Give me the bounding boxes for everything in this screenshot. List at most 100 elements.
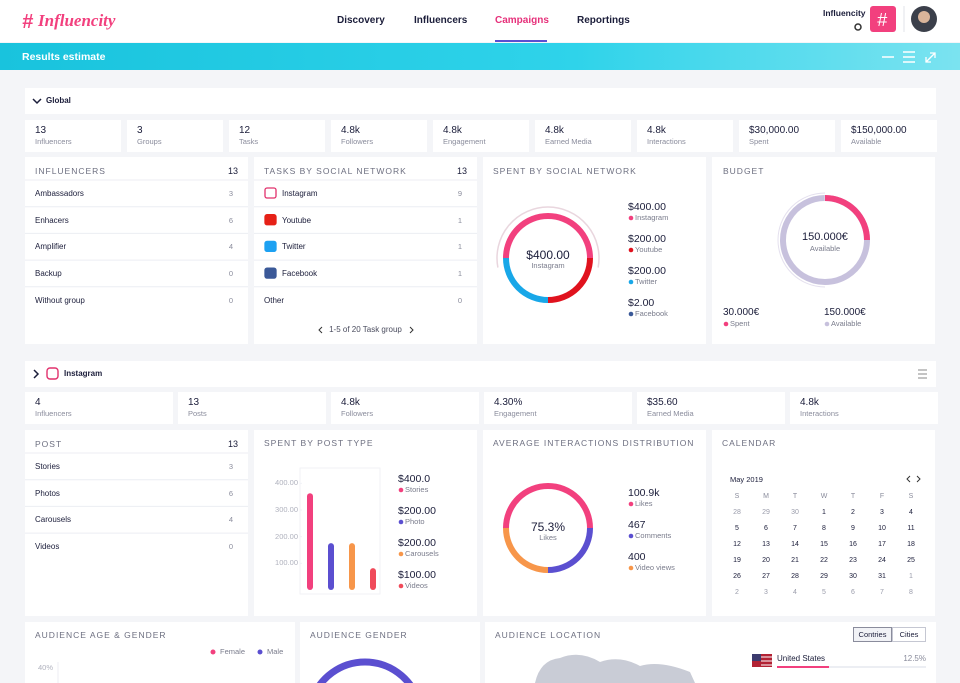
stat-label: Interactions: [800, 409, 839, 418]
tab-label[interactable]: Contries: [858, 630, 887, 639]
calendar-day[interactable]: 2: [735, 589, 739, 596]
row-value: 0: [228, 295, 233, 305]
stat-label: Followers: [341, 137, 374, 146]
calendar-day[interactable]: 2: [851, 509, 855, 516]
calendar-day[interactable]: 29: [762, 509, 770, 516]
stat-value: 12: [239, 125, 251, 136]
calendar-day[interactable]: 6: [764, 525, 768, 532]
calendar-day[interactable]: 20: [762, 557, 770, 564]
calendar-day[interactable]: 1: [909, 573, 913, 580]
calendar-day[interactable]: 8: [822, 525, 826, 532]
legend-value: 400: [628, 551, 646, 563]
donut-label: Instagram: [531, 261, 565, 270]
row-label: Facebook: [282, 269, 318, 279]
row-label: Enhacers: [35, 215, 69, 225]
stat-label: Groups: [137, 137, 162, 146]
calendar-day[interactable]: 13: [762, 541, 770, 548]
calendar-day[interactable]: 28: [791, 573, 799, 580]
panel-title: SPENT BY POST TYPE: [264, 438, 374, 448]
calendar-day[interactable]: 21: [791, 557, 799, 564]
calendar-day[interactable]: 4: [793, 589, 797, 596]
calendar-day[interactable]: 7: [880, 589, 884, 596]
row-label: Youtube: [282, 215, 312, 225]
row-value: 1: [457, 242, 462, 252]
stat-card: [25, 392, 173, 424]
calendar-day[interactable]: 14: [791, 541, 799, 548]
panel-title: INFLUENCERS: [35, 166, 106, 176]
calendar-day[interactable]: 28: [733, 509, 741, 516]
row-label: Stories: [35, 462, 60, 471]
country-name: United States: [777, 654, 826, 663]
stat-label: Earned Media: [647, 409, 694, 418]
stat-card: [331, 120, 427, 152]
nav-link[interactable]: Reportings: [577, 15, 630, 26]
stat-card: [433, 120, 529, 152]
pager[interactable]: 1-5 of 20 Task group: [329, 325, 402, 334]
row-label: Amplifier: [35, 242, 67, 252]
panel: [254, 430, 477, 616]
calendar-day[interactable]: 4: [909, 509, 913, 516]
calendar-day[interactable]: 29: [820, 573, 828, 580]
logo: Influencity: [38, 11, 116, 30]
calendar-day[interactable]: 27: [762, 573, 770, 580]
y-tick-label: 400.00: [275, 478, 298, 488]
calendar-day[interactable]: 26: [733, 573, 741, 580]
calendar-day[interactable]: 12: [733, 541, 741, 548]
stat-value: $35.60: [647, 397, 678, 408]
calendar-day[interactable]: 17: [878, 541, 886, 548]
y-tick-label: 100.00: [275, 558, 298, 568]
calendar-day[interactable]: 30: [849, 573, 857, 580]
row-value: 0: [457, 295, 462, 305]
row-label: Backup: [35, 269, 62, 279]
calendar-day[interactable]: 5: [735, 525, 739, 532]
row-value: 0: [228, 542, 233, 552]
calendar-day[interactable]: 30: [791, 509, 799, 516]
nav-link[interactable]: Campaigns: [495, 15, 549, 26]
weekday: W: [820, 493, 828, 500]
panel: [25, 157, 248, 344]
calendar-day[interactable]: 22: [820, 557, 828, 564]
tab-cities[interactable]: [892, 627, 926, 642]
weekday: T: [792, 493, 798, 500]
calendar-day[interactable]: 25: [907, 557, 915, 564]
stat-card: [229, 120, 325, 152]
user-name: Influencity: [823, 8, 866, 18]
calendar-day[interactable]: 1: [822, 509, 826, 516]
legend-label: Facebook: [635, 309, 668, 318]
calendar-day[interactable]: 6: [851, 589, 855, 596]
legend-label: Likes: [635, 499, 653, 508]
calendar-day[interactable]: 23: [849, 557, 857, 564]
row-value: 3: [228, 462, 233, 471]
calendar-day[interactable]: 7: [793, 525, 797, 532]
stat-value: 4.30%: [494, 397, 523, 408]
stat-card: [484, 392, 632, 424]
calendar-day[interactable]: 24: [878, 557, 886, 564]
calendar-day[interactable]: 11: [907, 525, 915, 532]
calendar-day[interactable]: 18: [907, 541, 915, 548]
panel: [25, 622, 295, 683]
calendar-day[interactable]: 5: [822, 589, 826, 596]
calendar-day[interactable]: 19: [733, 557, 741, 564]
calendar-day[interactable]: 16: [849, 541, 857, 548]
row-label: Videos: [35, 542, 60, 552]
legend-label: Carousels: [405, 549, 439, 558]
tab-countries[interactable]: [853, 627, 892, 642]
calendar-day[interactable]: 3: [764, 589, 768, 596]
calendar-day[interactable]: 31: [878, 573, 886, 580]
stat-label: Engagement: [494, 409, 537, 418]
nav-link[interactable]: Influencers: [414, 15, 468, 26]
stat-label: Earned Media: [545, 137, 592, 146]
row-label: Without group: [35, 295, 85, 305]
calendar-day[interactable]: 8: [909, 589, 913, 596]
calendar-day[interactable]: 10: [878, 525, 886, 532]
row-value: 6: [228, 215, 233, 225]
nav-link[interactable]: Discovery: [337, 15, 385, 26]
calendar-day[interactable]: 3: [880, 509, 884, 516]
calendar-day[interactable]: 9: [851, 525, 855, 532]
legend-value: 100.9k: [628, 487, 660, 499]
panel: [254, 157, 477, 344]
tab-label[interactable]: Cities: [899, 630, 919, 639]
stat-card: [127, 120, 223, 152]
legend-value: $200.00: [398, 537, 436, 549]
calendar-day[interactable]: 15: [820, 541, 828, 548]
